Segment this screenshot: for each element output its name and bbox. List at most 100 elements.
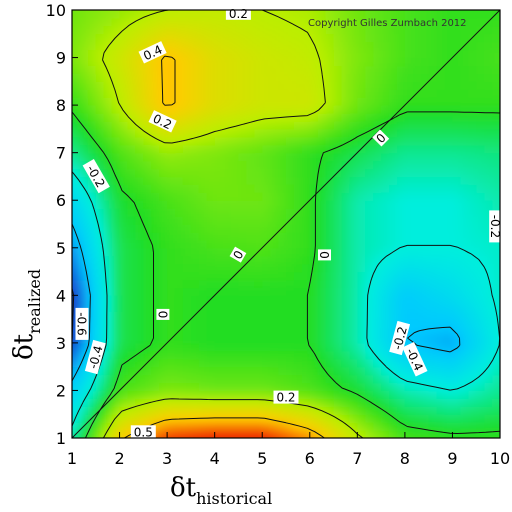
heat-cell [349,120,358,130]
heat-cell [151,208,160,217]
heat-cell [230,422,240,431]
heat-cell [476,303,485,312]
heat-cell [452,152,461,162]
heat-cell [143,33,152,43]
heat-cell [412,295,422,304]
heat-cell [222,216,232,225]
heat-cell [72,81,73,90]
heat-cell [436,422,446,431]
heat-cell [159,271,168,281]
heat-cell [270,216,279,225]
heat-cell [135,184,144,193]
heat-cell [412,382,422,392]
heat-cell [420,160,430,170]
heat-cell [341,295,351,304]
heat-cell [167,144,176,154]
heat-cell [420,414,430,423]
heat-cell [238,25,247,35]
heat-cell [484,128,493,138]
heat-cell [317,113,327,122]
heat-cell [373,41,382,51]
heat-cell [270,208,279,217]
heat-cell [182,366,192,376]
heat-cell [95,152,105,162]
heat-cell [341,184,351,193]
heat-cell [317,216,327,225]
heat-cell [428,414,438,423]
heat-cell [270,287,279,296]
heat-cell [182,247,192,257]
heat-cell [230,49,240,59]
heat-cell [238,303,247,312]
heat-cell [103,97,113,106]
heat-cell [444,160,454,170]
heat-cell [492,49,500,59]
heat-cell [293,10,303,11]
heat-cell [468,120,477,130]
heat-cell [444,422,454,431]
y-tick-label: 2 [56,381,66,400]
heat-cell [270,73,279,82]
heat-cell [436,73,446,82]
heat-cell [412,224,422,233]
heat-cell [72,342,81,352]
heat-cell [159,422,168,431]
heat-cell [72,73,73,82]
heat-cell [198,255,208,265]
y-tick-label: 3 [56,334,66,353]
heat-cell [333,224,343,233]
heat-cell [198,224,208,233]
heat-cell [198,176,208,185]
heat-cell [254,208,263,217]
heat-cell [167,176,176,185]
heat-cell [420,263,430,273]
heat-cell [119,430,129,438]
heat-cell [246,73,255,82]
heat-cell [167,128,176,138]
heat-cell [460,422,469,431]
heat-cell [357,49,366,59]
heat-cell [135,231,144,241]
heat-cell [365,263,374,273]
heat-cell [317,200,327,209]
heat-cell [428,120,438,130]
heat-cell [72,105,81,114]
heat-cell [373,168,382,178]
heat-cell [206,49,216,59]
heat-cell [460,342,469,352]
heat-cell [95,279,105,289]
heat-cell [95,334,105,344]
heat-cell [206,25,216,35]
heat-cell [262,374,271,384]
heat-cell [286,422,295,431]
heat-cell [468,168,477,178]
heat-cell [175,287,184,296]
heat-cell [286,327,295,336]
heat-cell [135,33,144,43]
heat-cell [309,287,319,296]
heat-cell [309,311,319,320]
heat-cell [492,271,500,281]
heat-cell [159,374,168,384]
heat-cell [143,192,152,201]
heat-cell [349,200,358,209]
heat-cell [238,319,247,328]
heat-cell [87,17,97,27]
heat-cell [175,303,184,312]
heat-cell [262,303,271,312]
heat-cell [309,97,319,106]
heat-cell [341,89,351,98]
heat-cell [254,97,263,106]
heat-cell [373,350,382,360]
heat-cell [341,216,351,225]
heat-cell [167,398,176,407]
heat-cell [389,152,398,162]
heat-cell [120,438,129,447]
heat-cell [119,295,129,304]
heat-cell [278,192,287,201]
heat-cell [167,17,176,27]
heat-cell [111,382,121,392]
heat-cell [436,105,446,114]
heat-cell [468,97,477,106]
heat-cell [190,350,200,360]
